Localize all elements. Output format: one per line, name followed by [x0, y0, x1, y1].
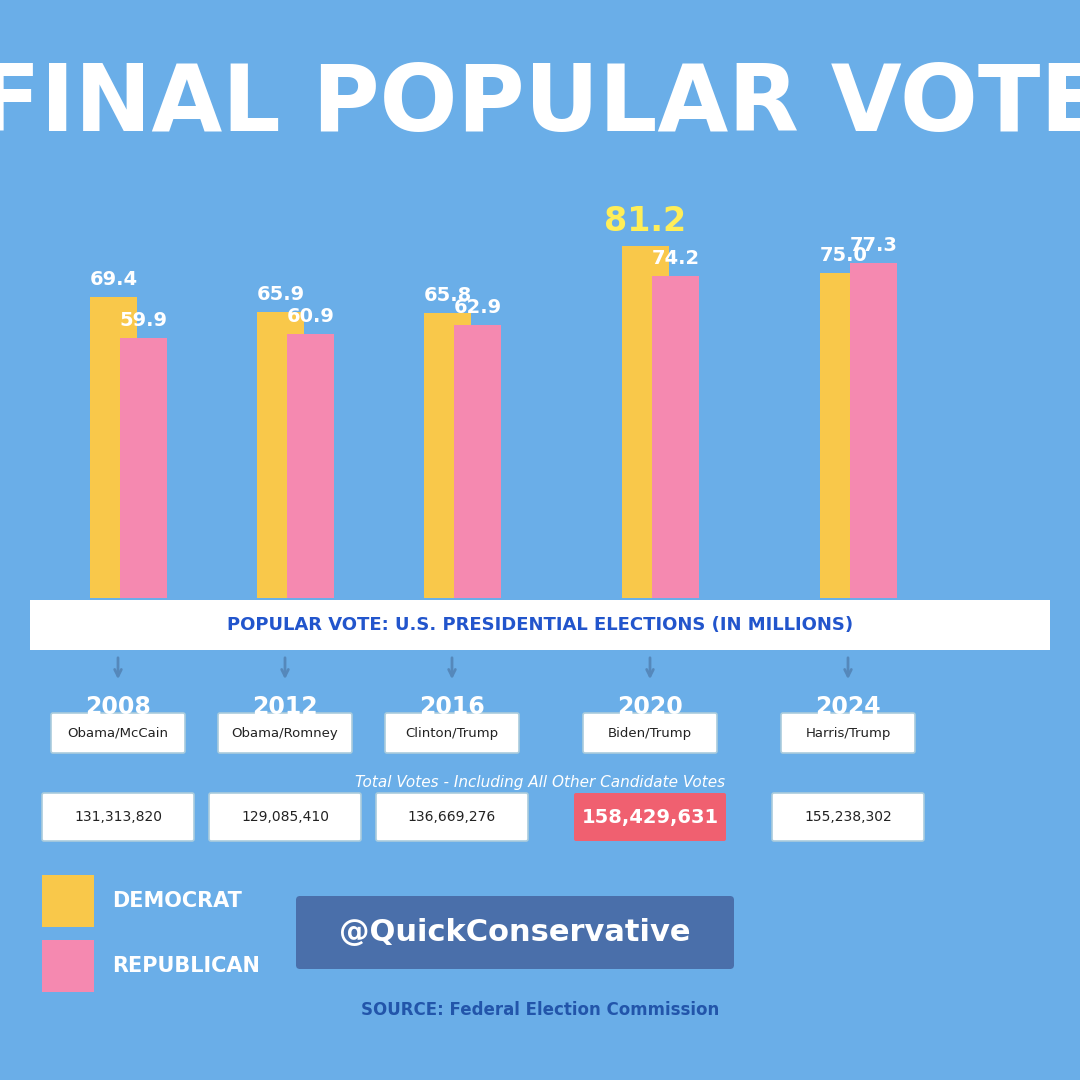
Text: REPUBLICAN: REPUBLICAN	[112, 956, 260, 976]
Text: 69.4: 69.4	[90, 270, 137, 289]
Text: POPULAR VOTE: U.S. PRESIDENTIAL ELECTIONS (IN MILLIONS): POPULAR VOTE: U.S. PRESIDENTIAL ELECTION…	[227, 616, 853, 634]
FancyBboxPatch shape	[573, 793, 726, 841]
Text: 60.9: 60.9	[286, 307, 335, 326]
Text: Harris/Trump: Harris/Trump	[806, 727, 891, 740]
FancyBboxPatch shape	[454, 325, 501, 598]
FancyBboxPatch shape	[424, 313, 471, 598]
FancyBboxPatch shape	[384, 713, 519, 753]
Text: 131,313,820: 131,313,820	[75, 810, 162, 824]
Text: 77.3: 77.3	[850, 237, 897, 255]
Text: 65.8: 65.8	[423, 286, 472, 305]
FancyBboxPatch shape	[120, 338, 166, 598]
Text: 158,429,631: 158,429,631	[581, 808, 718, 826]
Text: 59.9: 59.9	[120, 311, 167, 330]
Text: 2016: 2016	[419, 696, 485, 719]
Text: Obama/Romney: Obama/Romney	[231, 727, 338, 740]
Text: 2008: 2008	[85, 696, 151, 719]
FancyBboxPatch shape	[583, 713, 717, 753]
FancyBboxPatch shape	[210, 793, 361, 841]
FancyBboxPatch shape	[287, 334, 334, 598]
FancyBboxPatch shape	[622, 246, 669, 598]
FancyBboxPatch shape	[850, 264, 896, 598]
FancyBboxPatch shape	[820, 273, 867, 598]
FancyBboxPatch shape	[51, 713, 185, 753]
FancyBboxPatch shape	[652, 276, 699, 598]
Text: Clinton/Trump: Clinton/Trump	[405, 727, 499, 740]
FancyBboxPatch shape	[30, 600, 1050, 650]
Text: 62.9: 62.9	[454, 298, 501, 318]
FancyBboxPatch shape	[42, 793, 194, 841]
Text: 2020: 2020	[617, 696, 683, 719]
Text: @QuickConservative: @QuickConservative	[339, 918, 691, 947]
Text: Biden/Trump: Biden/Trump	[608, 727, 692, 740]
Text: FINAL POPULAR VOTE: FINAL POPULAR VOTE	[0, 60, 1080, 150]
FancyBboxPatch shape	[42, 940, 94, 993]
Text: 155,238,302: 155,238,302	[805, 810, 892, 824]
FancyBboxPatch shape	[772, 793, 924, 841]
Text: SOURCE: Federal Election Commission: SOURCE: Federal Election Commission	[361, 1001, 719, 1020]
FancyBboxPatch shape	[218, 713, 352, 753]
FancyBboxPatch shape	[296, 896, 734, 969]
Text: 74.2: 74.2	[651, 249, 700, 269]
Text: DEMOCRAT: DEMOCRAT	[112, 891, 242, 912]
Text: 2012: 2012	[253, 696, 318, 719]
Text: 2024: 2024	[815, 696, 881, 719]
Text: 136,669,276: 136,669,276	[408, 810, 496, 824]
FancyBboxPatch shape	[781, 713, 915, 753]
FancyBboxPatch shape	[42, 875, 94, 927]
Text: Obama/McCain: Obama/McCain	[67, 727, 168, 740]
FancyBboxPatch shape	[257, 312, 303, 598]
Text: 129,085,410: 129,085,410	[241, 810, 329, 824]
Text: Total Votes - Including All Other Candidate Votes: Total Votes - Including All Other Candid…	[355, 775, 725, 789]
Text: 75.0: 75.0	[820, 246, 867, 265]
FancyBboxPatch shape	[90, 297, 137, 598]
FancyBboxPatch shape	[376, 793, 528, 841]
Text: 65.9: 65.9	[256, 285, 305, 305]
Text: 81.2: 81.2	[605, 205, 687, 238]
